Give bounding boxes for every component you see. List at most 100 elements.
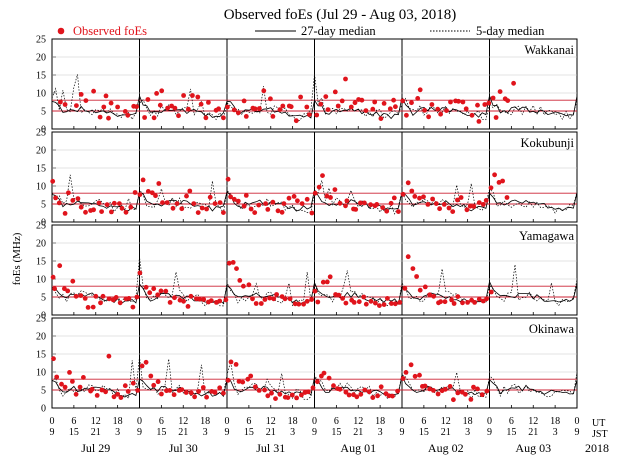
observed-foes-point <box>226 260 232 266</box>
observed-foes-point <box>241 98 247 104</box>
x-tick-label-jst: 21 <box>266 427 276 438</box>
observed-foes-point <box>343 389 349 395</box>
observed-foes-point <box>140 177 146 183</box>
observed-foes-point <box>83 98 89 103</box>
observed-foes-point <box>427 292 433 298</box>
observed-foes-point <box>397 300 403 305</box>
day-label: Aug 03 <box>515 441 551 455</box>
x-tick-label-ut: 0 <box>400 416 405 427</box>
observed-foes-point <box>143 284 149 290</box>
observed-foes-point <box>93 293 99 299</box>
y-tick-label: 10 <box>36 89 46 100</box>
observed-foes-point <box>344 198 350 204</box>
observed-foes-point <box>137 270 143 276</box>
observed-foes-point <box>225 104 230 110</box>
observed-foes-point <box>123 209 129 215</box>
observed-foes-point <box>52 286 57 292</box>
observed-foes-point <box>412 194 418 199</box>
observed-foes-point <box>262 297 268 302</box>
observed-foes-point <box>299 201 305 207</box>
observed-foes-point <box>241 283 246 289</box>
x-tick-label-jst: 9 <box>400 427 405 438</box>
observed-foes-point <box>263 201 268 207</box>
x-tick-label-ut: 0 <box>312 416 317 427</box>
observed-foes-point <box>497 89 503 94</box>
observed-foes-point <box>67 370 72 375</box>
observed-foes-point <box>314 112 320 118</box>
observed-foes-point <box>324 279 330 285</box>
y-tick-label: 20 <box>36 332 46 343</box>
x-tick-label-ut: 0 <box>487 416 492 427</box>
observed-foes-point <box>201 297 207 302</box>
observed-foes-point <box>412 373 418 379</box>
observed-foes-point <box>366 389 372 395</box>
observed-foes-point <box>301 301 306 307</box>
observed-foes-point <box>312 288 318 294</box>
observed-foes-point <box>230 260 236 265</box>
observed-foes-point <box>195 210 201 216</box>
observed-foes-point <box>496 180 502 185</box>
observed-foes-point <box>381 101 387 106</box>
observed-foes-point <box>426 114 431 120</box>
y-tick-label: 15 <box>36 350 46 361</box>
x-tick-label-ut: 12 <box>266 416 276 427</box>
observed-foes-point <box>294 395 299 401</box>
observed-foes-point <box>320 173 325 179</box>
observed-foes-point <box>243 193 249 198</box>
observed-foes-point <box>429 102 435 107</box>
x-tick-label-ut: 18 <box>200 416 210 427</box>
x-unit-ut: UT <box>592 418 605 429</box>
observed-foes-point <box>188 293 194 299</box>
observed-foes-point <box>225 377 231 383</box>
y-tick-label: 5 <box>41 386 46 397</box>
y-tick-label: 25 <box>36 128 46 139</box>
observed-foes-point <box>122 383 128 389</box>
observed-foes-point <box>198 101 204 107</box>
observed-foes-point <box>281 201 287 207</box>
observed-foes-point <box>391 97 396 103</box>
observed-foes-point <box>387 106 393 112</box>
x-tick-label-ut: 18 <box>113 416 123 427</box>
observed-foes-point <box>62 211 68 216</box>
observed-foes-point <box>449 297 454 303</box>
observed-foes-point <box>422 383 428 389</box>
observed-foes-point <box>75 196 81 202</box>
observed-foes-point <box>207 194 213 200</box>
observed-foes-point <box>96 200 102 206</box>
observed-foes-point <box>217 298 223 304</box>
observed-points <box>50 76 516 403</box>
legend-5day-label: 5-day median <box>476 24 545 38</box>
observed-foes-point <box>160 200 165 206</box>
y-tick-label: 25 <box>36 35 46 46</box>
observed-foes-point <box>362 387 368 393</box>
observed-foes-point <box>339 98 345 104</box>
observed-foes-point <box>74 103 79 108</box>
legend: Observed foEs 27-day median 5-day median <box>57 24 545 38</box>
observed-foes-point <box>89 386 95 392</box>
observed-foes-point <box>103 93 109 99</box>
observed-foes-point <box>374 202 380 207</box>
y-tick-label: 15 <box>36 164 46 175</box>
observed-foes-point <box>458 195 464 200</box>
observed-foes-point <box>50 274 56 280</box>
observed-foes-point <box>108 100 114 106</box>
observed-foes-point <box>231 107 237 113</box>
observed-foes-point <box>221 115 226 121</box>
observed-foes-point <box>125 112 131 118</box>
observed-foes-point <box>270 199 276 205</box>
observed-foes-point <box>316 184 322 190</box>
observed-foes-point <box>328 195 333 200</box>
y-tick-label: 5 <box>41 200 46 211</box>
observed-foes-point <box>139 363 145 369</box>
x-tick-label-jst: 21 <box>528 427 538 438</box>
observed-foes-point <box>119 205 125 211</box>
observed-foes-point <box>265 207 271 212</box>
x-tick-label-ut: 0 <box>225 416 230 427</box>
x-tick-label-jst: 15 <box>244 427 254 438</box>
observed-foes-point <box>70 198 76 203</box>
observed-foes-point <box>467 203 473 209</box>
observed-foes-point <box>111 200 117 206</box>
x-tick-label-ut: 6 <box>71 416 76 427</box>
observed-foes-point <box>167 388 173 393</box>
observed-foes-point <box>486 100 492 106</box>
